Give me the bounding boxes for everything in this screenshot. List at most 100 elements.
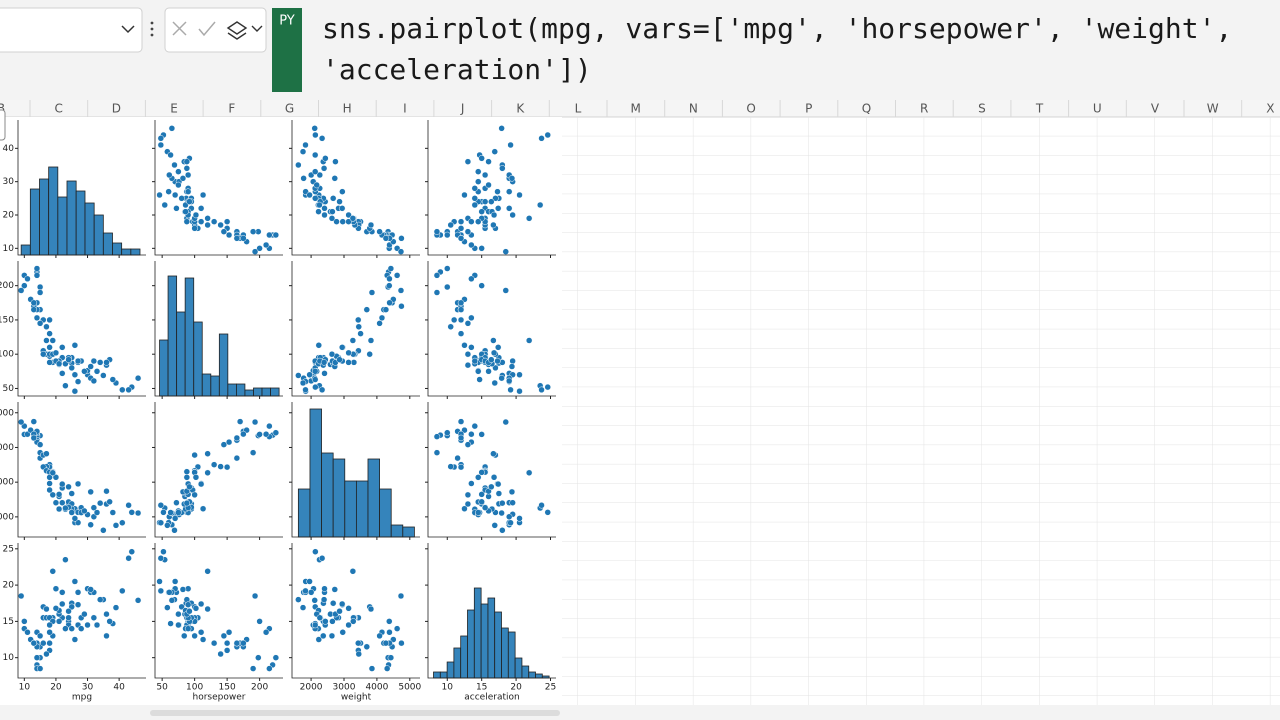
scatter-point xyxy=(266,231,273,239)
name-box-chevron[interactable] xyxy=(121,25,135,34)
column-headers: B C D E F G H I J K L M N O P Q R S T U V W X xyxy=(0,100,1275,117)
scatter-point xyxy=(498,374,505,382)
scatter-point xyxy=(217,650,224,658)
scatter-point xyxy=(36,632,44,640)
output-type-chevron[interactable] xyxy=(251,25,263,32)
histogram-bar xyxy=(446,661,455,679)
y-tick-label: 10 xyxy=(3,653,15,663)
scatter-point xyxy=(302,386,309,394)
histogram-bar xyxy=(528,671,536,679)
histogram-bar xyxy=(321,452,334,538)
scatter-point xyxy=(180,632,188,640)
scatter-point xyxy=(490,211,498,219)
scatter-point xyxy=(508,488,516,496)
histogram-bar xyxy=(93,214,104,256)
scatter-point xyxy=(393,272,401,279)
y-tick-label: 50 xyxy=(3,384,15,394)
scatter-point xyxy=(43,337,50,344)
scatter-point xyxy=(299,604,307,611)
scatter-point xyxy=(525,215,533,222)
scatter-point xyxy=(321,585,328,592)
x-axis-label: weight xyxy=(341,693,372,703)
scatter-point xyxy=(43,450,50,457)
scatter-point xyxy=(461,342,468,349)
scatter-point xyxy=(499,499,506,507)
scatter-point xyxy=(175,181,182,189)
scatter-point xyxy=(329,618,336,625)
scatter-point xyxy=(444,231,451,239)
scatter-point xyxy=(171,161,178,169)
scatter-point xyxy=(299,148,307,155)
scatter-point xyxy=(171,515,179,522)
scatter-point xyxy=(328,215,336,222)
enter-icon[interactable] xyxy=(198,21,216,37)
scatter-point xyxy=(355,650,363,658)
scatter-point xyxy=(272,429,280,436)
scatter-point xyxy=(62,556,69,563)
name-box[interactable] xyxy=(0,7,143,53)
scatter-point xyxy=(184,171,192,179)
column-header: I xyxy=(403,102,407,116)
scatter-point xyxy=(71,578,79,585)
scatter-point xyxy=(71,515,79,522)
scatter-point xyxy=(444,265,451,272)
scatter-point xyxy=(386,275,393,283)
scatter-point xyxy=(204,221,211,229)
scatter-point xyxy=(166,589,173,596)
scatter-point xyxy=(320,632,327,640)
scatter-point xyxy=(525,469,533,477)
scatter-point xyxy=(457,306,465,313)
scatter-point xyxy=(491,148,499,155)
scatter-point xyxy=(197,218,205,225)
scatter-point xyxy=(505,377,513,385)
scatter-point xyxy=(49,568,57,575)
scatter-point xyxy=(516,515,523,522)
axis-spine xyxy=(427,120,556,256)
more-menu[interactable] xyxy=(150,21,154,37)
scrollbar-thumb[interactable] xyxy=(150,710,560,716)
scatter-point xyxy=(30,418,38,425)
scatter-point xyxy=(485,158,492,165)
scatter-point xyxy=(74,357,82,365)
histogram-bar xyxy=(75,190,86,256)
scatter-point xyxy=(397,592,405,600)
scatter-point xyxy=(490,221,497,229)
scatter-point xyxy=(52,349,60,357)
histogram-bar xyxy=(514,657,523,679)
histogram-bar xyxy=(433,671,441,679)
scatter-point xyxy=(49,337,57,344)
scatter-point xyxy=(368,665,376,672)
scatter-point xyxy=(62,382,69,389)
cell-handle[interactable] xyxy=(0,109,6,141)
y-tick-label: 25 xyxy=(3,544,14,554)
scatter-point xyxy=(345,605,352,612)
scatter-point xyxy=(464,500,472,508)
x-tick-label: 25 xyxy=(545,683,556,693)
scatter-point xyxy=(225,629,233,636)
formula-text[interactable]: sns.pairplot(mpg, vars=['mpg', 'horsepow… xyxy=(322,12,1250,86)
scatter-point xyxy=(109,509,117,516)
scatter-point xyxy=(320,165,328,172)
histogram-bar xyxy=(210,375,220,397)
scatter-point xyxy=(30,434,38,442)
axis-spine xyxy=(154,261,283,397)
scatter-point xyxy=(311,151,319,159)
column-header: Q xyxy=(862,102,871,116)
scatter-point xyxy=(474,178,482,185)
scatter-point xyxy=(516,191,523,199)
scatter-point xyxy=(17,287,25,294)
scatter-point xyxy=(457,225,465,232)
scatter-point xyxy=(178,195,185,202)
scatter-point xyxy=(199,636,207,643)
scatter-point xyxy=(175,621,182,629)
output-type-icon[interactable] xyxy=(226,21,248,40)
scatter-point xyxy=(68,625,75,632)
scatter-point xyxy=(256,431,263,438)
scatter-point xyxy=(544,509,551,516)
scatter-point xyxy=(81,610,88,618)
cancel-icon[interactable] xyxy=(172,21,187,36)
scatter-point xyxy=(165,188,172,195)
scatter-point xyxy=(367,605,375,613)
scatter-point xyxy=(103,359,110,366)
scatter-point xyxy=(68,490,75,497)
